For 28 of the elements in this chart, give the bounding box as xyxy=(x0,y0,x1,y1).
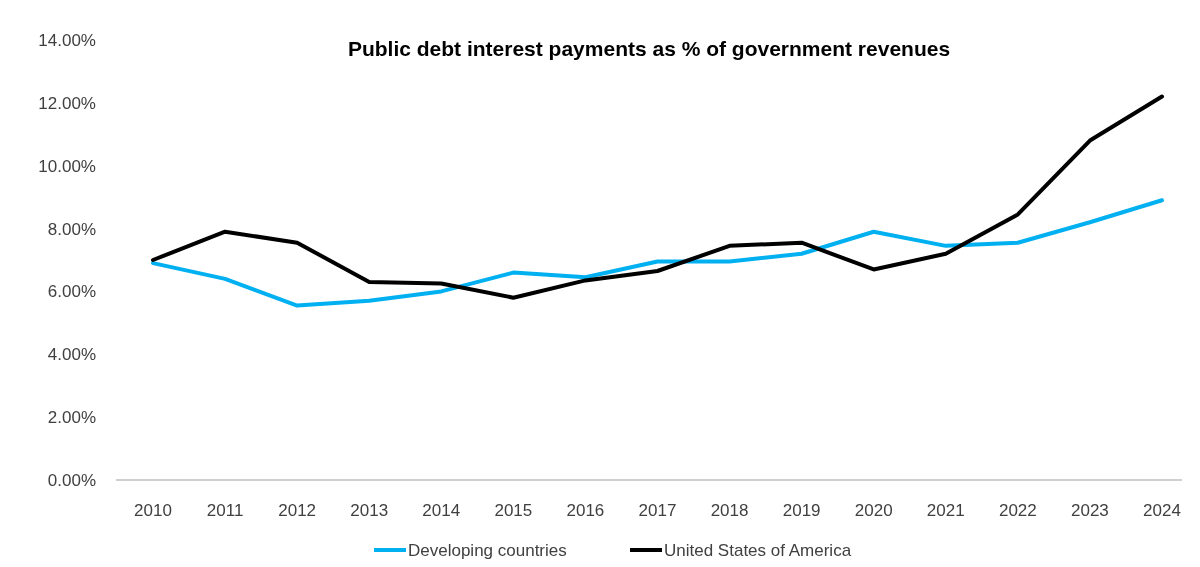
y-tick-label: 12.00% xyxy=(38,93,96,113)
y-tick-label: 4.00% xyxy=(47,345,96,365)
legend-label: Developing countries xyxy=(408,540,567,560)
legend-label: United States of America xyxy=(664,540,852,560)
x-tick-label: 2024 xyxy=(1143,501,1181,520)
x-tick-label: 2017 xyxy=(638,501,677,520)
y-tick-label: 14.00% xyxy=(38,30,96,50)
line-series xyxy=(151,198,1164,308)
y-tick-label: 0.00% xyxy=(47,470,96,490)
x-tick-label: 2019 xyxy=(782,501,821,520)
x-tick-label: 2022 xyxy=(998,501,1037,520)
x-tick-label: 2023 xyxy=(1071,501,1109,520)
x-tick-label: 2011 xyxy=(206,501,244,520)
x-tick-label: 2013 xyxy=(350,501,389,520)
y-tick-label: 2.00% xyxy=(47,408,96,428)
x-tick-label: 2012 xyxy=(278,501,317,520)
x-tick-label: 2014 xyxy=(422,501,461,520)
x-tick-label: 2010 xyxy=(134,501,172,520)
line-series xyxy=(151,94,1164,300)
x-tick-label: 2020 xyxy=(854,501,893,520)
y-tick-label: 10.00% xyxy=(38,156,96,176)
x-tick-label: 2021 xyxy=(926,501,965,520)
x-tick-label: 2016 xyxy=(566,501,605,520)
y-tick-label: 6.00% xyxy=(47,282,96,302)
chart-title: Public debt interest payments as % of government revenues xyxy=(347,37,951,60)
x-tick-label: 2015 xyxy=(494,501,533,520)
y-tick-label: 8.00% xyxy=(47,219,96,239)
x-tick-label: 2018 xyxy=(710,501,749,520)
